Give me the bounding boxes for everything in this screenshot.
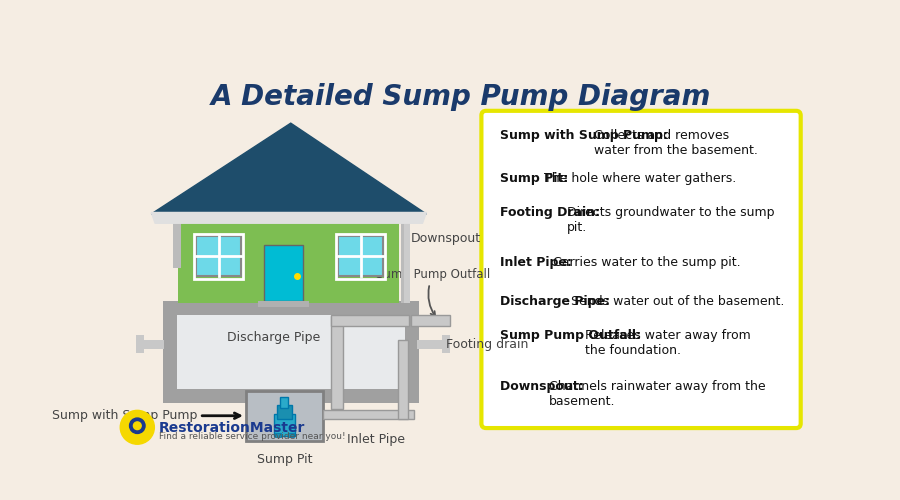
Text: Channels rainwater away from the
basement.: Channels rainwater away from the basemen… (549, 380, 765, 407)
Bar (173, 222, 181, 268)
Text: Downspout:: Downspout: (500, 380, 588, 392)
Text: RestorationMaster: RestorationMaster (159, 421, 305, 435)
Bar (246, 391, 323, 441)
Text: Sump Pump Outfall: Sump Pump Outfall (376, 268, 491, 316)
Text: Downspout: Downspout (411, 232, 481, 245)
Bar (163, 301, 418, 402)
Bar (338, 236, 383, 277)
Text: Sump Pump Outfall:: Sump Pump Outfall: (500, 330, 645, 342)
Text: Footing Drain:: Footing Drain: (500, 206, 605, 220)
FancyBboxPatch shape (482, 111, 801, 428)
Bar (323, 410, 414, 419)
Text: A Detailed Sump Pump Diagram: A Detailed Sump Pump Diagram (212, 83, 711, 111)
Bar (178, 210, 400, 302)
Polygon shape (151, 212, 427, 223)
Bar (265, 245, 303, 301)
Text: Inlet Pipe: Inlet Pipe (346, 432, 405, 446)
Bar (275, 432, 282, 438)
Text: Find a reliable service provider near you!: Find a reliable service provider near yo… (159, 432, 346, 441)
Bar (417, 340, 450, 349)
Bar (280, 398, 288, 408)
Text: Collects and removes
water from the basement.: Collects and removes water from the base… (594, 130, 758, 158)
Circle shape (130, 418, 145, 434)
Bar (331, 315, 409, 326)
Polygon shape (151, 123, 427, 214)
Text: Releases water away from
the foundation.: Releases water away from the foundation. (585, 330, 751, 357)
Text: Inlet Pipe:: Inlet Pipe: (500, 256, 576, 270)
Text: Directs groundwater to the sump
pit.: Directs groundwater to the sump pit. (567, 206, 774, 234)
Bar (404, 214, 410, 302)
Bar (331, 316, 344, 409)
Text: Sump with Sump Pump: Sump with Sump Pump (52, 409, 198, 422)
Circle shape (121, 410, 155, 444)
Bar (136, 335, 143, 353)
Text: The hole where water gathers.: The hole where water gathers. (544, 172, 736, 184)
Bar (194, 234, 244, 278)
Text: Footing drain: Footing drain (446, 338, 528, 350)
Bar (411, 315, 450, 326)
Bar (196, 236, 241, 277)
Bar (277, 405, 292, 419)
Text: Sends water out of the basement.: Sends water out of the basement. (572, 295, 785, 308)
Text: Discharge Pipe: Discharge Pipe (227, 330, 320, 344)
Text: Discharge Pipe:: Discharge Pipe: (500, 295, 615, 308)
Bar (336, 234, 385, 278)
Text: Sump Pit: Sump Pit (256, 454, 312, 466)
Bar (176, 315, 405, 402)
Bar (400, 222, 409, 302)
Text: Carries water to the sump pit.: Carries water to the sump pit. (554, 256, 741, 270)
Circle shape (133, 422, 141, 430)
Bar (136, 340, 165, 349)
Bar (176, 389, 405, 402)
Bar (258, 301, 310, 307)
Bar (274, 414, 295, 436)
Bar (399, 340, 408, 419)
Bar (288, 432, 293, 438)
Text: Sump Pit:: Sump Pit: (500, 172, 572, 184)
Bar (442, 335, 450, 353)
Text: Sump with Sump Pump:: Sump with Sump Pump: (500, 130, 672, 142)
